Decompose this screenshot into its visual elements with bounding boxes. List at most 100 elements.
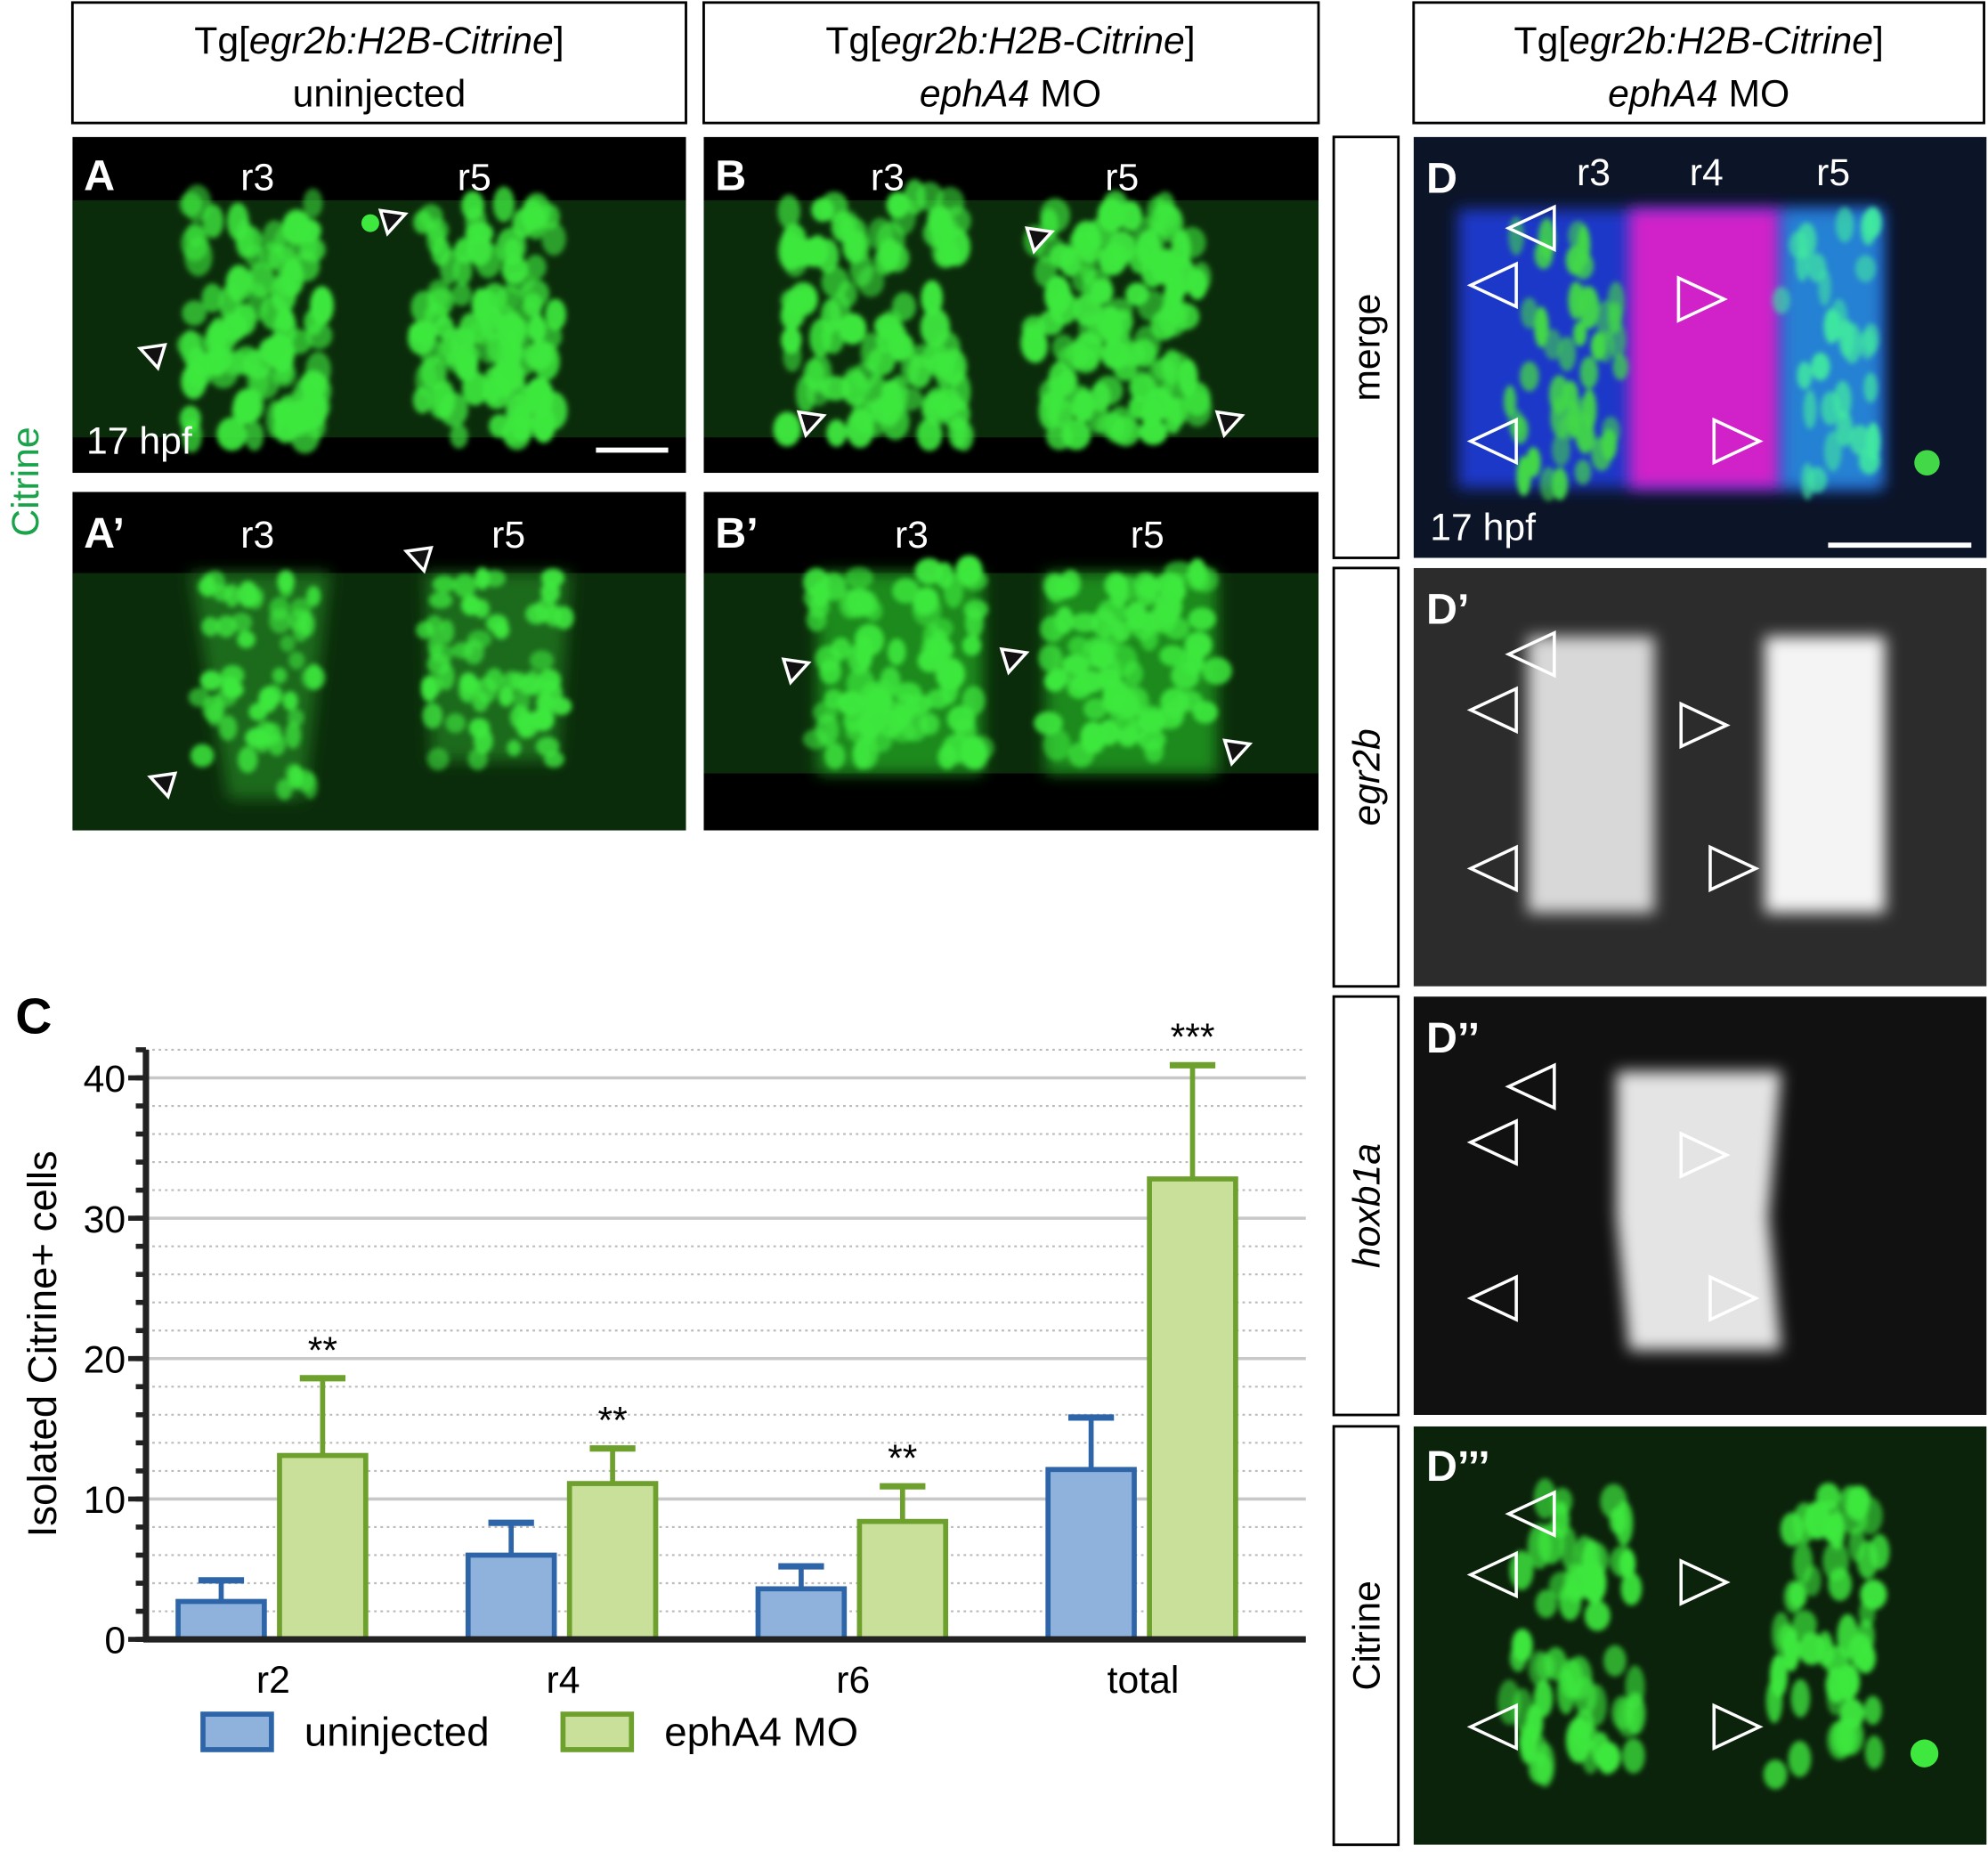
region-label: r5 [1105,157,1139,199]
cell [1192,701,1218,724]
cell [1849,425,1870,456]
micrograph-bg [1413,567,1987,987]
cell [1128,395,1148,419]
cell [298,611,315,638]
cell [806,380,830,406]
arrowhead [1214,410,1246,439]
cell [529,650,554,671]
cell [962,635,982,656]
arrowhead [377,208,409,237]
header-text: egr2b:H2B-Citrine [249,20,554,62]
cell [892,578,920,604]
cell [826,419,848,447]
arrowhead [1708,844,1760,893]
cell [483,375,512,410]
cell [459,313,478,345]
cell [1140,254,1164,289]
cell [237,630,256,648]
cell [507,739,522,757]
cell [1516,456,1531,497]
cell [433,379,456,419]
cell [271,362,297,387]
cell [1620,1572,1643,1605]
cell [182,419,202,453]
cell [1144,739,1164,763]
legend-label: ephA4 MO [664,1710,858,1755]
cell [1528,1752,1553,1784]
cell [306,585,321,607]
cell [1115,713,1139,744]
cell [307,414,326,439]
cell [887,638,906,666]
cell [1573,1677,1597,1716]
x-tick-label: total [1108,1659,1180,1702]
cell [232,388,261,424]
cell [860,332,882,372]
cell [259,241,285,270]
cell [410,290,437,324]
cell [1788,1740,1812,1777]
cell-cluster [773,179,974,451]
cell [422,703,443,729]
arrowhead [147,771,178,800]
arrowhead [1466,1550,1518,1599]
cell [1609,1507,1627,1535]
headers [70,1,1985,125]
cell [425,614,443,637]
cell [1803,1564,1822,1597]
cell [1769,1654,1788,1698]
cell [231,306,252,331]
cell [947,415,968,450]
cell [1578,286,1600,329]
cell [1840,1507,1868,1535]
header-line: Tg[egr2b:H2B-Citrine] [1513,20,1883,62]
cell [1154,589,1183,623]
cell [880,666,901,695]
header-line: ephA4 MO [1608,73,1789,116]
cell [1858,447,1880,475]
significance: ** [308,1329,337,1372]
cell [361,214,379,232]
header-text: ephA4 [920,73,1029,116]
cell [439,248,459,285]
arrowhead [1466,844,1518,893]
cell [1164,560,1195,581]
header-line: Tg[egr2b:H2B-Citrine] [194,20,564,62]
channel-label: merge [1345,294,1388,402]
cell [1622,1738,1645,1774]
cell [824,688,843,710]
cell [845,566,873,589]
cell-cluster [188,570,326,801]
cell [453,573,476,598]
region-label: r3 [1577,151,1611,194]
cell [1914,450,1940,475]
cell [1059,369,1078,394]
cell [1560,1526,1578,1571]
cell [188,687,210,707]
header-text: ] [554,20,564,62]
cell [1584,1600,1611,1631]
cell [1551,433,1570,467]
bar [277,1452,369,1642]
cell [1854,1642,1876,1674]
arrowhead [1679,701,1731,750]
cell [944,574,963,608]
cell [434,315,454,339]
cell [848,642,872,675]
cell [1603,1645,1627,1677]
cell [458,342,480,370]
cell [946,705,976,733]
cell [428,591,453,609]
arrowhead [1505,1062,1556,1110]
cell [780,234,806,271]
cell [458,672,478,693]
cell [451,642,474,659]
cell [1090,278,1114,305]
tissue [72,573,686,831]
header-text: Tg[ [825,20,880,62]
cell [218,715,238,741]
cell [773,411,801,447]
cell [920,307,951,347]
cell [450,423,468,449]
cell [245,420,264,451]
